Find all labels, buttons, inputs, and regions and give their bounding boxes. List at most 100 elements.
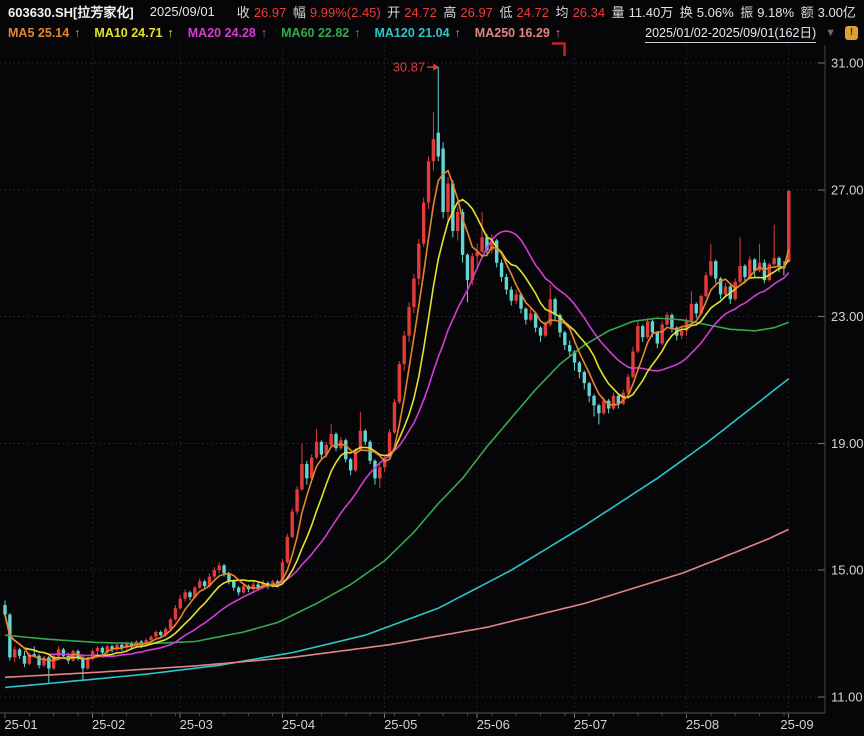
candle-body [207,576,212,587]
alert-icon[interactable]: ! [845,25,858,40]
candle-body [159,632,163,636]
candle-body [212,570,217,577]
candle-body [597,405,601,414]
candle-body [626,376,630,393]
ma20-line [4,230,790,658]
candle-body [3,605,7,615]
candle-body [22,655,27,664]
candle-body [387,432,392,458]
candle-body [509,289,513,301]
y-axis-label: 23.00 [831,309,864,324]
candle-body [752,259,757,271]
candle-body [572,351,577,363]
ma120-line [4,378,790,689]
candle-body [787,190,791,263]
candle-body [110,646,114,650]
candle-body [514,294,518,301]
ma10-line [4,198,790,660]
candle-body [441,148,445,212]
x-axis-label: 25-03 [180,717,213,732]
candle-body [524,308,528,320]
candle-body [456,211,460,232]
candle-body [324,444,328,455]
ma20-up-arrow-icon: ↑ [260,25,268,40]
candle-body [631,351,635,377]
candle-body [577,362,582,373]
candle-body [241,586,246,593]
candle-body [358,430,363,450]
ma10-legend: MA10 24.71 ↑ [94,25,174,40]
ma250-legend: MA250 16.29 ↑ [474,25,562,40]
candle-body [587,383,591,396]
candle-body [431,139,436,162]
candle-body [602,400,606,414]
candle-body [154,632,158,637]
ma-legend: MA5 25.14 ↑ MA10 24.71 ↑ MA20 24.28 ↑ MA60 22.… [8,26,575,40]
candle-body [446,183,450,212]
candle-body [636,326,640,352]
ma5-up-arrow-icon: ↑ [74,25,81,40]
candle-body [227,573,231,582]
quote-date: 2025/09/01 [149,3,215,19]
candle-body [56,649,61,656]
candle-body [344,440,348,460]
candle-body [665,315,669,325]
peak-price-annotation: 30.87 [393,60,426,75]
quote-header-bar: 603630.SH[拉芳家化] 2025/09/01 收 26.97 幅 9.99%(… [8,2,856,20]
ma20-legend: MA20 24.28 ↑ [187,25,268,40]
candle-body [553,299,557,316]
candle-body [645,321,650,338]
candle-body [529,313,533,320]
candle-body [285,536,290,563]
x-axis-label: 25-04 [282,717,315,732]
candle-body [475,251,479,257]
y-axis-label: 31.00 [831,56,864,71]
candle-body [451,183,455,232]
ma5-line [4,169,790,662]
candle-body [417,243,421,279]
candle-body [679,330,684,336]
candle-body [129,643,134,647]
candle-body [421,202,426,244]
candle-body [641,326,645,338]
field-high: 高 26.97 [443,4,493,20]
candle-body [563,332,567,346]
candle-body [582,372,586,384]
candle-body [251,584,255,590]
candle-body [499,262,504,277]
field-avg: 均 26.34 [555,4,606,20]
ma60-legend: MA60 22.82 ↑ [281,25,361,40]
candle-body [670,315,674,328]
candle-body [256,584,260,588]
candle-body [743,265,747,277]
candle-body [689,303,694,322]
candle-body [704,275,708,296]
candle-body [533,313,538,328]
candle-body [222,565,226,574]
candle-body [460,211,465,255]
candle-body [694,303,698,314]
candle-body [777,257,781,266]
ma5-legend: MA5 25.14 ↑ [8,25,81,40]
x-axis-label: 25-07 [574,717,607,732]
candle-body [470,256,475,281]
candle-body [558,315,562,333]
candle-body [436,132,440,157]
candle-body [383,457,387,468]
candle-body [723,286,728,295]
period-range-selector[interactable]: 2025/01/02-2025/09/01(162日) [645,22,817,43]
candle-body [193,587,197,598]
candle-body [115,644,119,650]
candle-body [660,324,664,344]
field-volume: 量 11.40万 [611,4,674,20]
ma120-up-arrow-icon: ↑ [454,25,461,40]
chevron-down-icon[interactable]: ▼ [825,26,836,39]
candle-body [334,433,338,449]
candle-body [236,587,241,593]
field-amount: 额 3.00亿 [800,4,856,20]
candle-body [616,395,621,404]
ma250-line [4,528,790,679]
candle-body [733,281,737,300]
candle-body [494,240,499,263]
